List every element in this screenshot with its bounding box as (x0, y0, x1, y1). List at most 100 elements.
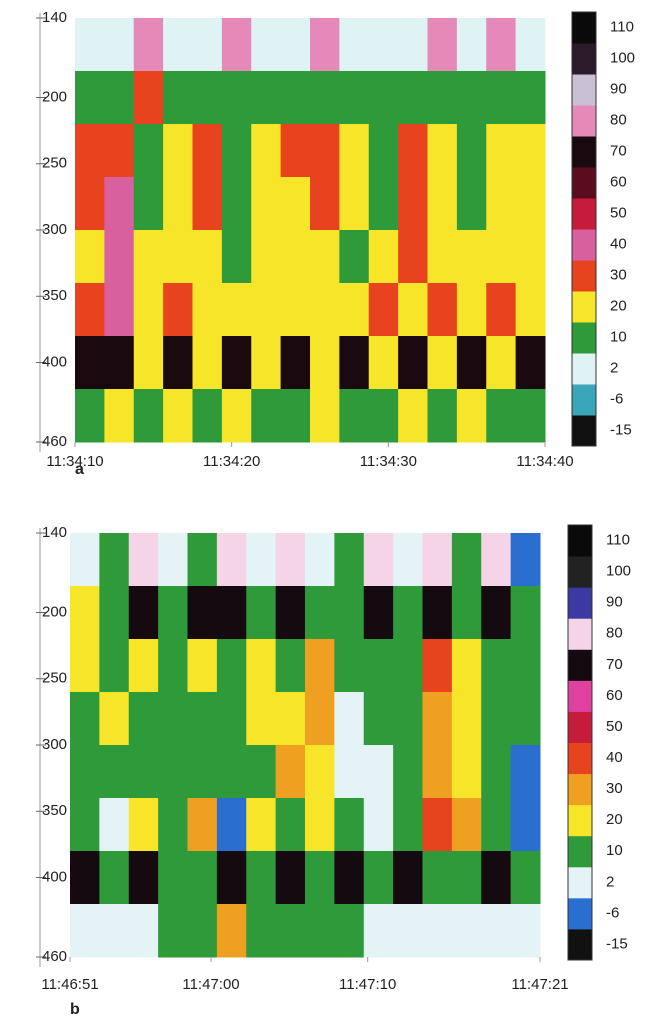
y-tick-label: 300 (42, 221, 67, 238)
heatmap-cell (251, 18, 282, 72)
heatmap-cell (334, 798, 365, 852)
colorbar-label: 100 (610, 49, 635, 66)
heatmap-cell (70, 586, 100, 640)
heatmap-cell (187, 745, 218, 799)
heatmap-cell (456, 18, 487, 72)
heatmap-cell (133, 336, 164, 390)
heatmap-cell (246, 639, 277, 693)
colorbar-label: 90 (606, 594, 623, 611)
heatmap-cell (187, 798, 218, 852)
colorbar-band (568, 897, 592, 930)
heatmap-cell (163, 336, 193, 390)
heatmap-cell (422, 692, 453, 746)
colorbar-band (568, 680, 592, 712)
heatmap-cell (216, 533, 247, 587)
heatmap-cell (451, 639, 482, 693)
heatmap-cell (510, 798, 541, 852)
heatmap-cell (221, 177, 252, 231)
heatmap-cell (70, 692, 100, 746)
heatmap-cell (456, 389, 487, 443)
heatmap-cell (451, 745, 482, 799)
heatmap-cell (246, 798, 277, 852)
heatmap-cell (310, 71, 340, 125)
colorbar-label: 50 (606, 718, 623, 735)
heatmap-cell (515, 177, 546, 231)
x-tick-label: 11:47:21 (511, 976, 568, 993)
heatmap-cell (280, 389, 311, 443)
y-tick-label: 140 (42, 524, 67, 541)
y-tick-label: 300 (42, 736, 67, 753)
heatmap-cell (510, 692, 541, 746)
heatmap-cell (456, 283, 487, 337)
heatmap-cell (398, 389, 428, 443)
y-tick-label: 400 (42, 353, 67, 370)
heatmap-cell (368, 230, 399, 284)
colorbar-label: 60 (610, 173, 627, 190)
heatmap-cell (334, 639, 365, 693)
colorbar-label: 2 (606, 873, 614, 890)
colorbar-band (572, 353, 596, 385)
heatmap-cell (515, 18, 546, 72)
heatmap-cell (221, 389, 252, 443)
heatmap-cell (133, 283, 164, 337)
heatmap-cell (427, 71, 458, 125)
heatmap-cell (481, 586, 512, 640)
heatmap-cell (280, 336, 311, 390)
colorbar-band (568, 649, 592, 681)
heatmap-cell (216, 904, 247, 958)
heatmap-cell (486, 336, 517, 390)
heatmap-cell (310, 177, 340, 231)
heatmap-cell (481, 745, 512, 799)
heatmap-cell (398, 177, 428, 231)
heatmap-cell (510, 851, 541, 905)
heatmap-cell (158, 692, 188, 746)
heatmap-cell (275, 798, 306, 852)
heatmap-cell (427, 283, 458, 337)
colorbar-band (572, 415, 596, 447)
heatmap-cell (104, 283, 135, 337)
heatmap-cell (515, 389, 546, 443)
heatmap-cell (275, 692, 306, 746)
heatmap-cell (70, 533, 100, 587)
colorbar-label: 70 (610, 142, 627, 159)
y-tick-label: 400 (42, 868, 67, 885)
heatmap-cell (99, 692, 130, 746)
heatmap-cell (368, 177, 399, 231)
heatmap-cell (310, 336, 340, 390)
heatmap-cell (393, 586, 423, 640)
heatmap-cell (398, 336, 428, 390)
heatmap-cell (363, 586, 394, 640)
y-tick-label: 200 (42, 603, 67, 620)
heatmap-cell (158, 798, 188, 852)
colorbar-band (572, 136, 596, 168)
heatmap-cell (310, 230, 340, 284)
heatmap-cell (363, 745, 394, 799)
heatmap-cell (221, 124, 252, 178)
heatmap-cell (128, 904, 159, 958)
y-tick-label: 350 (42, 802, 67, 819)
heatmap-cell (363, 692, 394, 746)
heatmap-cell (251, 389, 282, 443)
colorbar-band (568, 618, 592, 650)
heatmap-cell (451, 851, 482, 905)
colorbar-band (572, 291, 596, 323)
colorbar-band (568, 835, 592, 868)
x-tick-label: 11:34:20 (203, 453, 260, 470)
heatmap-cell (451, 586, 482, 640)
colorbar-band (572, 105, 596, 137)
heatmap-cell (158, 639, 188, 693)
heatmap-cell (310, 389, 340, 443)
heatmap-cell (510, 904, 541, 958)
colorbar-band (572, 167, 596, 199)
heatmap-cell (339, 71, 370, 125)
heatmap-cell (339, 230, 370, 284)
heatmap-cell (515, 283, 546, 337)
heatmap-cell (481, 798, 512, 852)
heatmap-cell (158, 851, 188, 905)
heatmap-cell (251, 71, 282, 125)
heatmap-cell (275, 586, 306, 640)
heatmap-cell (280, 230, 311, 284)
heatmap-cell (363, 904, 394, 958)
heatmap-cell (163, 71, 193, 125)
heatmap-cell (481, 692, 512, 746)
